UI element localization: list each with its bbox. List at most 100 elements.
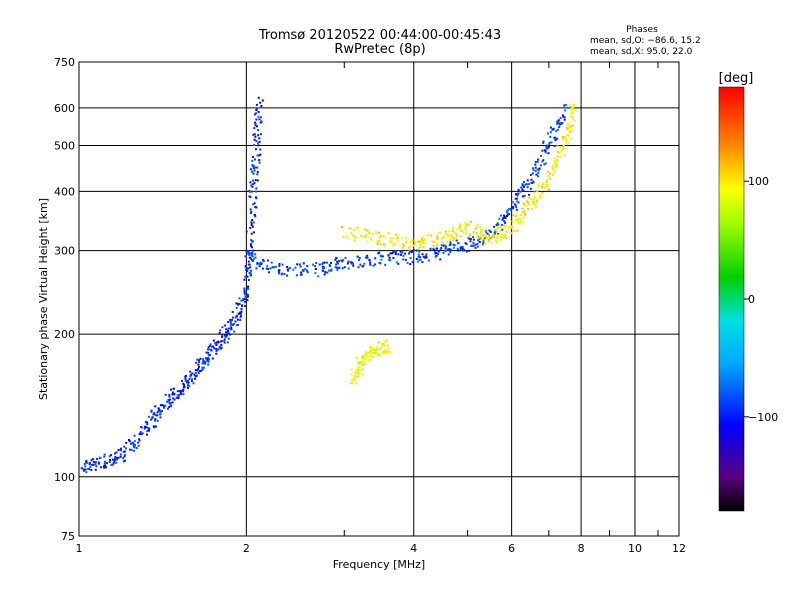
data-point — [256, 263, 259, 266]
data-point — [419, 256, 422, 259]
data-point — [397, 262, 400, 265]
data-point — [495, 229, 498, 232]
data-point — [252, 167, 255, 170]
data-point — [267, 268, 270, 270]
data-point — [418, 247, 421, 250]
data-point — [389, 241, 392, 244]
data-point — [408, 252, 410, 255]
data-point — [330, 269, 333, 272]
data-point — [249, 181, 252, 184]
data-point — [449, 236, 452, 239]
data-point — [111, 458, 114, 461]
data-point — [266, 259, 269, 262]
data-point — [362, 265, 365, 268]
data-point — [341, 260, 344, 263]
data-point — [253, 257, 256, 260]
data-point — [254, 135, 257, 138]
data-point — [515, 213, 518, 216]
data-point — [350, 379, 353, 382]
data-point — [364, 362, 367, 365]
x-axis-label: Frequency [MHz] — [333, 558, 425, 571]
data-point — [411, 239, 414, 242]
data-point — [371, 232, 374, 235]
data-point — [205, 351, 208, 354]
data-point — [259, 153, 262, 156]
data-point — [440, 241, 443, 244]
data-point — [391, 252, 393, 255]
data-point — [570, 126, 573, 129]
data-point — [245, 268, 248, 271]
data-point — [103, 466, 106, 469]
data-point — [388, 351, 391, 353]
data-point — [575, 109, 578, 112]
data-point — [230, 326, 233, 329]
data-point — [517, 188, 520, 191]
data-point — [377, 341, 380, 343]
data-point — [258, 263, 261, 265]
colorbar-tick-label: 100 — [748, 175, 769, 188]
data-point — [355, 236, 357, 239]
data-point — [227, 332, 230, 335]
data-point — [161, 410, 163, 412]
data-point — [229, 318, 232, 321]
data-point — [449, 250, 452, 253]
data-point — [402, 244, 405, 247]
data-point — [433, 248, 436, 251]
data-point — [88, 463, 91, 466]
data-point — [526, 179, 529, 182]
data-point — [547, 132, 549, 135]
data-point — [364, 359, 367, 362]
data-point — [553, 170, 556, 173]
data-point — [197, 367, 200, 370]
data-point — [418, 246, 421, 249]
data-point — [375, 350, 377, 353]
data-point — [364, 228, 367, 231]
data-point — [353, 239, 356, 242]
data-point — [200, 369, 203, 372]
data-point — [480, 231, 483, 234]
data-point — [156, 419, 159, 422]
data-point — [370, 347, 372, 350]
data-point — [173, 398, 176, 401]
data-point — [369, 263, 372, 266]
data-point — [556, 128, 559, 131]
data-point — [246, 295, 249, 298]
data-point — [500, 214, 502, 217]
data-point — [247, 260, 250, 263]
data-point — [521, 211, 524, 213]
data-point — [476, 245, 479, 248]
data-point — [502, 217, 505, 220]
data-point — [134, 444, 136, 446]
data-point — [109, 459, 111, 461]
data-point — [516, 229, 519, 232]
data-point — [549, 131, 552, 134]
data-point — [523, 185, 526, 188]
data-point — [492, 236, 494, 239]
data-point — [455, 234, 458, 237]
data-point — [261, 267, 264, 270]
data-point — [252, 231, 255, 234]
data-point — [564, 141, 567, 144]
data-point — [387, 347, 390, 350]
x-tick-label: 4 — [410, 542, 417, 555]
data-point — [559, 117, 562, 120]
data-point — [221, 335, 223, 338]
data-point — [519, 221, 522, 224]
data-point — [132, 444, 135, 447]
data-point — [252, 203, 255, 206]
data-point — [238, 303, 241, 305]
data-point — [133, 434, 136, 437]
data-point — [186, 386, 189, 389]
data-point — [450, 248, 453, 251]
data-point — [452, 243, 455, 246]
data-point — [191, 378, 193, 381]
colorbar-ticks: 100 0 −100 — [744, 175, 778, 424]
data-point — [500, 236, 503, 238]
data-point — [530, 178, 533, 181]
data-point — [440, 247, 443, 249]
data-point — [370, 238, 373, 241]
data-point — [379, 254, 382, 257]
data-point — [380, 345, 383, 348]
data-point — [210, 348, 213, 351]
data-point — [417, 240, 420, 243]
